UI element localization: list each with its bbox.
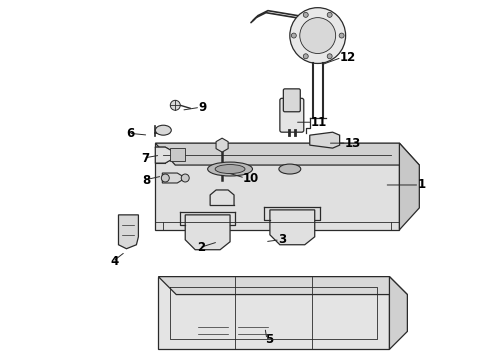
Text: 5: 5: [265, 333, 273, 346]
Polygon shape: [162, 173, 182, 183]
Circle shape: [181, 174, 189, 182]
Text: 4: 4: [111, 255, 119, 268]
Text: 13: 13: [344, 137, 361, 150]
Circle shape: [161, 174, 169, 182]
Polygon shape: [310, 132, 340, 148]
Polygon shape: [399, 143, 419, 230]
Polygon shape: [270, 210, 315, 245]
Text: 12: 12: [340, 51, 356, 64]
FancyBboxPatch shape: [280, 98, 304, 132]
Circle shape: [300, 18, 336, 54]
Polygon shape: [390, 276, 407, 349]
Polygon shape: [119, 215, 138, 249]
Polygon shape: [185, 215, 230, 250]
Text: 8: 8: [143, 174, 150, 186]
Text: 6: 6: [126, 127, 135, 140]
Text: 10: 10: [243, 171, 259, 185]
Polygon shape: [158, 276, 407, 294]
Circle shape: [339, 33, 344, 38]
Ellipse shape: [279, 164, 301, 174]
Text: 9: 9: [198, 101, 206, 114]
Polygon shape: [155, 143, 419, 165]
Text: 3: 3: [278, 233, 286, 246]
Text: 1: 1: [417, 179, 425, 192]
Circle shape: [292, 33, 296, 38]
Text: 7: 7: [142, 152, 149, 165]
Circle shape: [303, 54, 308, 59]
Polygon shape: [171, 148, 185, 161]
Circle shape: [327, 12, 332, 17]
Polygon shape: [158, 276, 390, 349]
FancyBboxPatch shape: [283, 89, 300, 112]
Circle shape: [171, 100, 180, 110]
Circle shape: [303, 12, 308, 17]
Ellipse shape: [155, 125, 172, 135]
Ellipse shape: [208, 162, 252, 176]
Polygon shape: [155, 143, 399, 230]
Text: 2: 2: [197, 241, 205, 254]
Polygon shape: [216, 138, 228, 152]
Ellipse shape: [215, 165, 245, 174]
Text: 11: 11: [311, 116, 327, 129]
Circle shape: [290, 8, 345, 63]
Polygon shape: [155, 147, 172, 163]
Circle shape: [327, 54, 332, 59]
